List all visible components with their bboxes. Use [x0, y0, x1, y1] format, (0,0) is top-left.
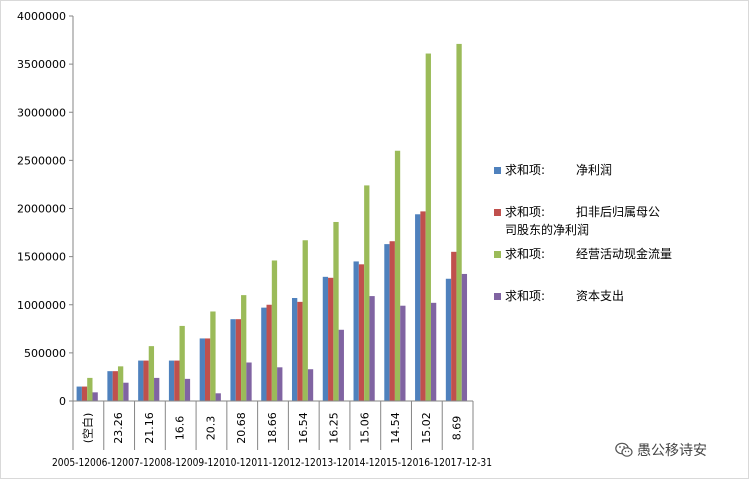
bar-3-8 [338, 329, 344, 401]
y-tick-label: 3000000 [17, 106, 66, 119]
x-tick-label: 20.3 [204, 416, 217, 441]
legend-prefix: 求和项: [505, 205, 546, 219]
legend-label-capex: 资本支出 [576, 289, 625, 303]
x-tick-label: 16.25 [328, 412, 341, 444]
bar-0-12 [445, 278, 452, 401]
bar-2-9 [364, 185, 370, 401]
bar-0-4 [199, 338, 205, 401]
bar-3-7 [307, 369, 314, 401]
y-tick-label: 0 [59, 395, 66, 408]
bar-1-5 [235, 319, 242, 401]
legend-item-capex: 求和项: 资本支出 [494, 284, 744, 326]
bar-0-5 [230, 319, 236, 401]
bar-3-5 [246, 362, 252, 401]
legend-label-operating-cash-flow: 经营活动现金流量 [576, 247, 673, 261]
x-tick-label: 8.69 [451, 416, 464, 441]
bar-0-7 [291, 298, 298, 401]
bar-3-10 [400, 305, 406, 401]
legend-item-deducted-net-profit: 求和项: 扣非后归属母公司股东的净利润 [494, 200, 744, 242]
bar-0-3 [168, 360, 175, 401]
watermark: 愚公移诗安 [615, 440, 707, 460]
y-tick-label: 4000000 [17, 10, 66, 23]
x-tick-label: 21.16 [143, 412, 156, 444]
x-tick-label: 23.26 [112, 412, 125, 444]
bar-1-7 [297, 301, 303, 401]
bar-0-8 [322, 276, 329, 401]
legend-label-net-profit: 净利润 [576, 163, 613, 177]
bar-1-0 [81, 386, 88, 401]
x-tick-label: (空白) [80, 413, 94, 444]
bar-2-12 [456, 43, 462, 401]
bar-3-3 [184, 378, 191, 401]
bar-0-11 [415, 214, 421, 401]
bar-3-4 [215, 393, 221, 401]
bar-2-7 [302, 240, 308, 401]
bar-1-4 [204, 338, 211, 401]
bar-3-9 [369, 296, 375, 401]
bar-2-4 [210, 311, 216, 401]
legend-swatch-capex [494, 293, 501, 300]
legend: 求和项: 净利润 求和项: 扣非后归属母公司股东的净利润 求和项: 经营活动现金… [494, 158, 744, 326]
bar-3-2 [154, 377, 160, 401]
x-tick-label: 14.54 [389, 412, 402, 444]
bar-3-11 [430, 302, 437, 401]
bar-2-11 [425, 53, 431, 401]
bar-1-9 [358, 264, 365, 401]
bar-2-1 [117, 366, 124, 401]
x-tick-label: 15.02 [420, 412, 433, 444]
legend-item-net-profit: 求和项: 净利润 [494, 158, 744, 200]
wechat-icon [615, 442, 633, 457]
x-tick-label: 15.06 [358, 412, 371, 444]
bar-0-10 [384, 244, 390, 401]
x-tick-label: 16.6 [174, 416, 187, 441]
legend-swatch-operating-cash-flow [494, 251, 501, 258]
bar-0-6 [261, 307, 267, 401]
bar-1-3 [174, 360, 180, 401]
bar-1-11 [420, 211, 426, 401]
bar-3-6 [277, 367, 283, 401]
y-tick-label: 1000000 [17, 299, 66, 312]
y-tick-label: 1500000 [17, 251, 66, 264]
watermark-text: 愚公移诗安 [637, 443, 707, 459]
bar-3-0 [92, 392, 98, 401]
legend-swatch-deducted-net-profit [494, 209, 501, 216]
y-tick-label: 500000 [24, 347, 66, 360]
bar-0-0 [76, 386, 82, 401]
bar-1-6 [266, 304, 272, 401]
bar-0-2 [138, 360, 144, 401]
legend-prefix: 求和项: [505, 163, 546, 177]
bar-3-12 [461, 273, 468, 401]
bar-1-2 [143, 360, 149, 401]
bar-0-9 [353, 261, 359, 401]
x-tick-label: 18.66 [266, 412, 279, 444]
y-tick-label: 3500000 [17, 58, 66, 71]
legend-item-operating-cash-flow: 求和项: 经营活动现金流量 [494, 242, 744, 284]
x-tick-label: 16.54 [297, 412, 310, 444]
legend-prefix: 求和项: [505, 289, 546, 303]
bar-1-10 [389, 241, 395, 401]
bar-1-12 [451, 251, 457, 401]
legend-prefix: 求和项: [505, 247, 546, 261]
legend-label-deducted-net-profit: 扣非后归属母公司股东的净利润 [505, 205, 661, 237]
bar-2-8 [333, 221, 339, 401]
bar-2-5 [241, 295, 247, 401]
bar-0-1 [107, 371, 113, 401]
bar-2-2 [148, 346, 155, 401]
legend-swatch-net-profit [494, 167, 501, 174]
y-tick-label: 2500000 [17, 154, 66, 167]
bar-1-8 [328, 277, 334, 401]
x-tick-label: 20.68 [235, 412, 248, 444]
bar-3-1 [123, 382, 129, 401]
bar-2-6 [271, 260, 278, 401]
bar-2-10 [394, 150, 401, 401]
y-tick-label: 2000000 [17, 203, 66, 216]
bar-2-0 [87, 377, 93, 401]
bar-1-1 [112, 371, 118, 401]
x-outer-labels: 2005-12006-12007-12008-12009-12010-12011… [52, 456, 492, 469]
bar-2-3 [179, 325, 185, 401]
